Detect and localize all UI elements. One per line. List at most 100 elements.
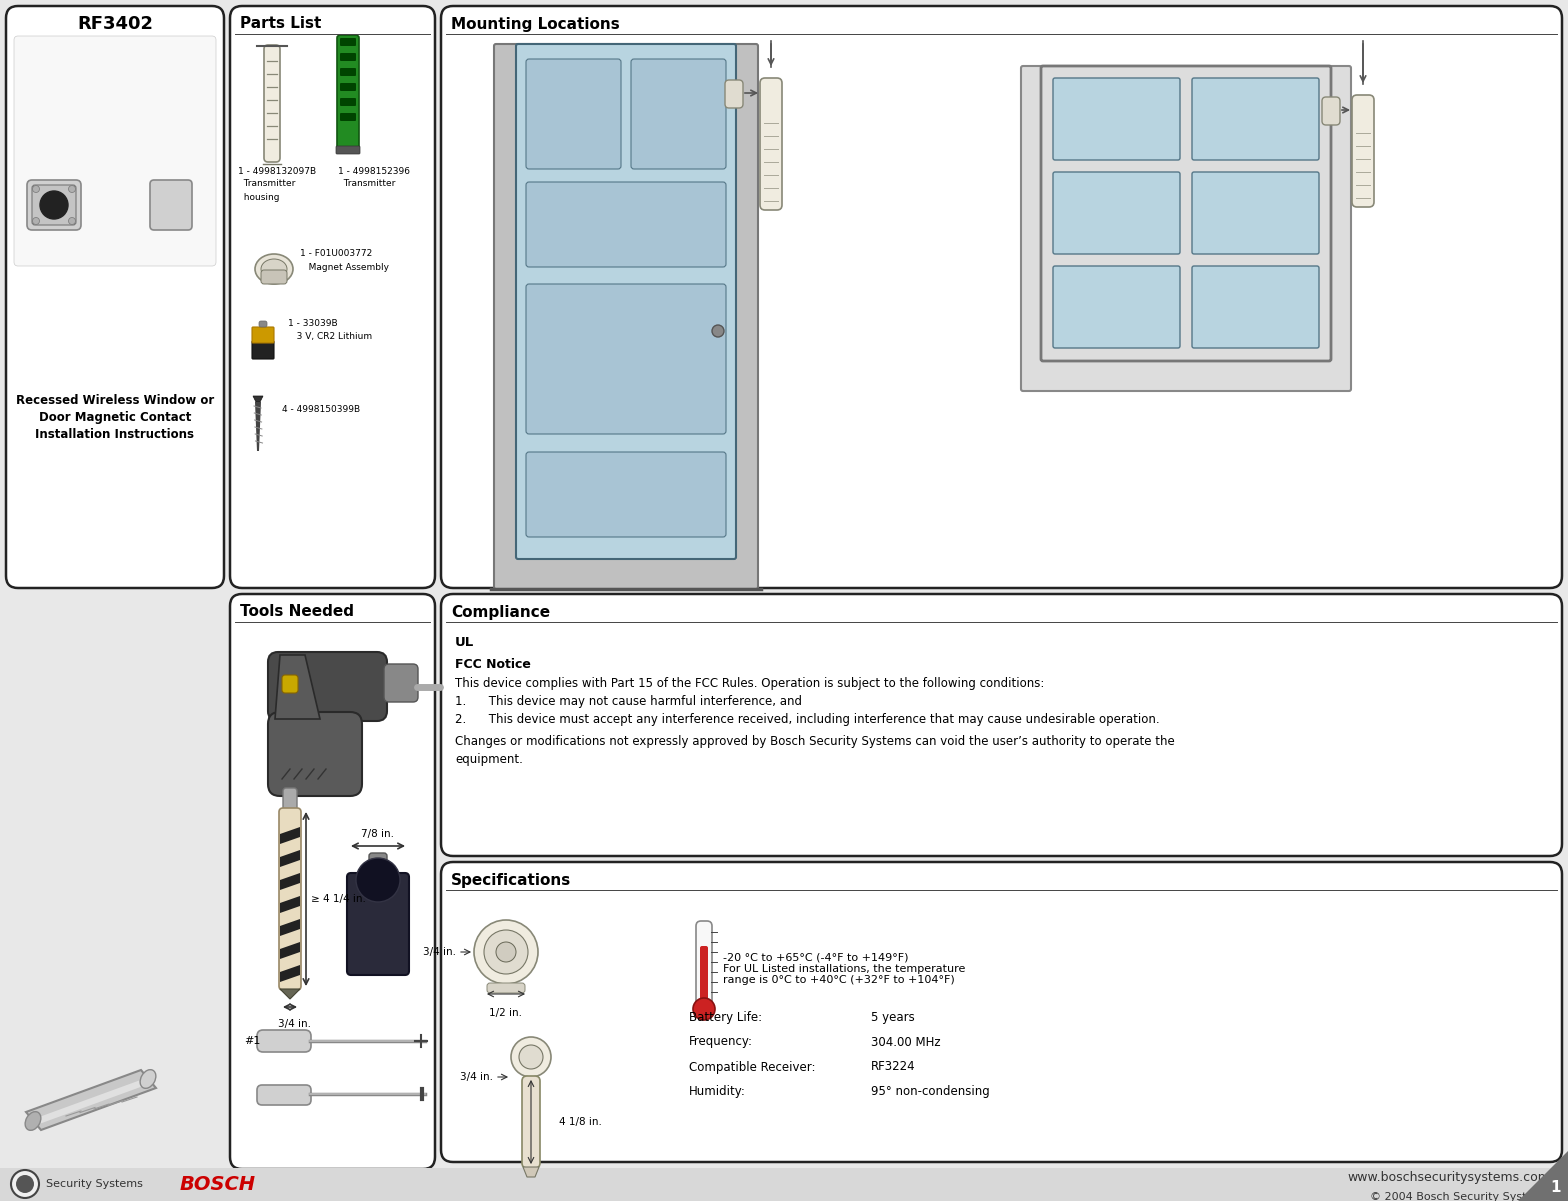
Polygon shape (281, 827, 299, 844)
Circle shape (519, 1045, 543, 1069)
Text: 1 - 4998152396: 1 - 4998152396 (339, 167, 409, 175)
Circle shape (11, 1170, 39, 1199)
FancyBboxPatch shape (347, 873, 409, 975)
FancyBboxPatch shape (522, 1076, 539, 1169)
Text: UL: UL (455, 635, 474, 649)
FancyBboxPatch shape (1352, 95, 1374, 207)
FancyBboxPatch shape (441, 862, 1562, 1163)
Text: 3/4 in.: 3/4 in. (459, 1072, 492, 1082)
Ellipse shape (140, 1070, 155, 1088)
Circle shape (41, 191, 67, 219)
FancyBboxPatch shape (368, 853, 387, 876)
FancyBboxPatch shape (263, 44, 281, 162)
Circle shape (69, 185, 75, 192)
Polygon shape (31, 1078, 146, 1127)
Text: 4 - 4998150399B: 4 - 4998150399B (282, 406, 361, 414)
Text: 1 - 33039B: 1 - 33039B (289, 319, 337, 329)
FancyBboxPatch shape (384, 664, 419, 703)
Text: ≥ 4 1/4 in.: ≥ 4 1/4 in. (310, 894, 365, 904)
FancyBboxPatch shape (525, 283, 726, 434)
FancyBboxPatch shape (340, 98, 356, 106)
Text: Mounting Locations: Mounting Locations (452, 17, 619, 31)
Text: Door Magnetic Contact: Door Magnetic Contact (39, 412, 191, 424)
Text: Security Systems: Security Systems (45, 1179, 143, 1189)
Text: 1: 1 (1551, 1179, 1562, 1195)
Text: RF3402: RF3402 (77, 14, 154, 32)
Circle shape (511, 1036, 550, 1077)
Text: -20 °C to +65°C (-4°F to +149°F)
For UL Listed installations, the temperature
ra: -20 °C to +65°C (-4°F to +149°F) For UL … (723, 952, 966, 985)
Text: Specifications: Specifications (452, 872, 571, 888)
FancyBboxPatch shape (1192, 265, 1319, 348)
Polygon shape (281, 873, 299, 890)
Polygon shape (281, 850, 299, 867)
FancyBboxPatch shape (27, 180, 82, 231)
Polygon shape (256, 402, 260, 452)
Text: Parts List: Parts List (240, 17, 321, 31)
FancyBboxPatch shape (257, 1030, 310, 1052)
Polygon shape (524, 1167, 539, 1177)
FancyBboxPatch shape (1322, 97, 1341, 125)
FancyBboxPatch shape (699, 946, 709, 1004)
Text: Magnet Assembly: Magnet Assembly (299, 263, 389, 271)
FancyBboxPatch shape (257, 1085, 310, 1105)
Polygon shape (281, 942, 299, 960)
FancyBboxPatch shape (31, 185, 75, 225)
Ellipse shape (260, 259, 287, 279)
FancyBboxPatch shape (525, 59, 621, 169)
FancyBboxPatch shape (630, 59, 726, 169)
FancyBboxPatch shape (525, 183, 726, 267)
Text: This device complies with Part 15 of the FCC Rules. Operation is subject to the : This device complies with Part 15 of the… (455, 676, 1044, 689)
Polygon shape (1518, 1151, 1568, 1201)
FancyBboxPatch shape (282, 675, 298, 693)
Text: Changes or modifications not expressly approved by Bosch Security Systems can vo: Changes or modifications not expressly a… (455, 735, 1174, 748)
FancyBboxPatch shape (1192, 78, 1319, 160)
Text: Compliance: Compliance (452, 604, 550, 620)
Text: 4 1/8 in.: 4 1/8 in. (560, 1117, 602, 1127)
FancyBboxPatch shape (1192, 172, 1319, 253)
Text: 3/4 in.: 3/4 in. (423, 948, 456, 957)
Text: www.boschsecuritysystems.com: www.boschsecuritysystems.com (1347, 1171, 1551, 1183)
FancyBboxPatch shape (1041, 66, 1331, 362)
FancyBboxPatch shape (340, 53, 356, 61)
Circle shape (495, 942, 516, 962)
Text: © 2004 Bosch Security Systems: © 2004 Bosch Security Systems (1370, 1193, 1551, 1201)
Text: Tools Needed: Tools Needed (240, 604, 354, 620)
Circle shape (474, 920, 538, 984)
FancyBboxPatch shape (151, 180, 191, 231)
Text: 1/2 in.: 1/2 in. (489, 1008, 522, 1018)
FancyBboxPatch shape (760, 78, 782, 210)
Polygon shape (274, 655, 320, 719)
FancyBboxPatch shape (494, 44, 757, 588)
FancyBboxPatch shape (441, 594, 1562, 856)
Text: Transmitter: Transmitter (339, 179, 395, 189)
FancyBboxPatch shape (1054, 265, 1181, 348)
Text: BOSCH: BOSCH (180, 1175, 256, 1194)
Circle shape (33, 217, 39, 225)
FancyBboxPatch shape (488, 982, 525, 993)
Text: 1.      This device may not cause harmful interference, and: 1. This device may not cause harmful int… (455, 695, 801, 709)
FancyBboxPatch shape (230, 6, 434, 588)
Text: 1 - 4998132097B: 1 - 4998132097B (238, 167, 317, 175)
FancyBboxPatch shape (268, 652, 387, 721)
Circle shape (712, 325, 724, 337)
FancyBboxPatch shape (252, 327, 274, 343)
Circle shape (69, 217, 75, 225)
Text: #1: #1 (245, 1036, 260, 1046)
FancyBboxPatch shape (279, 808, 301, 990)
Text: FCC Notice: FCC Notice (455, 657, 532, 670)
Circle shape (356, 858, 400, 902)
Text: Recessed Wireless Window or: Recessed Wireless Window or (16, 394, 215, 407)
FancyBboxPatch shape (340, 113, 356, 121)
Text: Compatible Receiver:: Compatible Receiver: (688, 1060, 815, 1074)
Polygon shape (281, 896, 299, 913)
FancyBboxPatch shape (6, 6, 224, 588)
FancyBboxPatch shape (1054, 78, 1181, 160)
FancyBboxPatch shape (252, 341, 274, 359)
FancyBboxPatch shape (340, 68, 356, 76)
Text: 3/4 in.: 3/4 in. (278, 1018, 310, 1029)
Ellipse shape (256, 253, 293, 283)
Polygon shape (252, 396, 263, 402)
FancyBboxPatch shape (259, 321, 267, 327)
Ellipse shape (25, 1112, 41, 1130)
FancyBboxPatch shape (441, 6, 1562, 588)
